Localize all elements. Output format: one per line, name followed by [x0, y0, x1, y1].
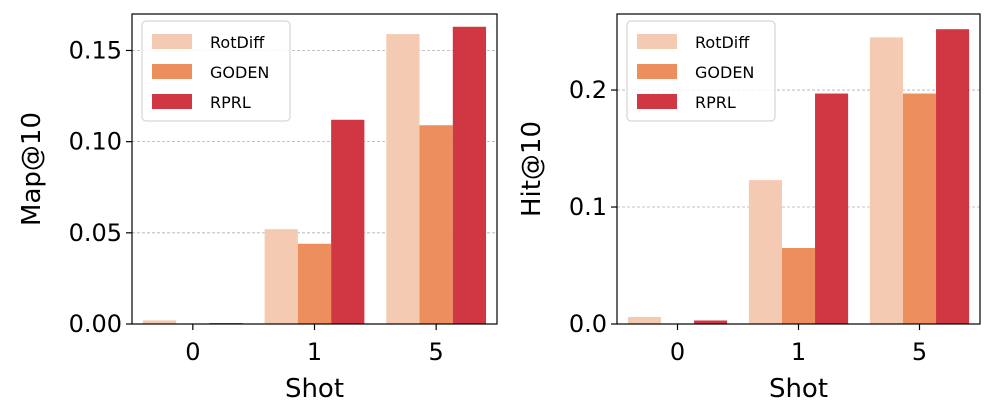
bar-rotdiff-shot-0: [142, 320, 177, 324]
legend-swatch-goden: [637, 64, 677, 79]
bar-rprl-shot-5: [936, 29, 970, 324]
x-tick-label: 5: [912, 338, 927, 366]
y-tick-label: 0.1: [569, 193, 607, 221]
y-tick-label: 0.2: [569, 76, 607, 104]
legend-swatch-rotdiff: [152, 34, 192, 49]
bar-rotdiff-shot-1: [748, 180, 782, 324]
x-axis-label: Shot: [285, 374, 344, 404]
x-tick-label: 0: [670, 338, 685, 366]
bar-rprl-shot-0: [694, 320, 728, 324]
legend: RotDiff GODEN RPRL: [626, 20, 776, 122]
y-tick-label: 0.0: [569, 310, 607, 338]
legend-label-rprl: RPRL: [210, 93, 251, 112]
legend-label-goden: GODEN: [695, 63, 754, 82]
bar-rotdiff-shot-0: [627, 316, 661, 324]
legend-swatch-goden: [152, 64, 192, 79]
left-chart-map-at-10: 0.00 0.05 0.10 0.15 0 1 5 Shot Map@10 RotDiff GODE…: [17, 13, 498, 404]
bar-rotdiff-shot-1: [264, 229, 298, 324]
legend-label-rotdiff: RotDiff: [695, 33, 750, 52]
x-tick-label: 0: [185, 338, 200, 366]
legend-label-goden: GODEN: [210, 63, 269, 82]
bar-rotdiff-shot-5: [386, 34, 420, 324]
legend-swatch-rprl: [152, 94, 192, 109]
bar-goden-shot-1: [781, 247, 816, 324]
y-tick-label: 0.05: [69, 219, 122, 247]
bar-rprl-shot-1: [815, 93, 849, 324]
y-axis-label: Map@10: [17, 112, 47, 226]
bar-rprl-shot-1: [331, 119, 365, 324]
bar-rotdiff-shot-5: [869, 37, 903, 324]
bar-rprl-shot-5: [452, 26, 487, 324]
legend-label-rprl: RPRL: [695, 93, 736, 112]
x-tick-label: 1: [791, 338, 806, 366]
legend-label-rotdiff: RotDiff: [210, 33, 265, 52]
right-chart-hit-at-10: 0.0 0.1 0.2 0 1 5 Shot Hit@10 RotDiff GODEN RPRL: [517, 13, 981, 404]
x-tick-label: 5: [429, 338, 444, 366]
legend-swatch-rprl: [637, 94, 677, 109]
bar-goden-shot-1: [297, 243, 332, 324]
x-axis-label: Shot: [769, 374, 828, 404]
y-axis-label: Hit@10: [517, 121, 547, 217]
legend: RotDiff GODEN RPRL: [141, 20, 291, 122]
y-tick-label: 0.00: [69, 310, 122, 338]
y-tick-label: 0.10: [69, 128, 122, 156]
y-tick-label: 0.15: [69, 36, 122, 64]
legend-swatch-rotdiff: [637, 34, 677, 49]
x-tick-label: 1: [307, 338, 322, 366]
bar-goden-shot-5: [902, 93, 937, 324]
bar-goden-shot-5: [419, 125, 453, 324]
